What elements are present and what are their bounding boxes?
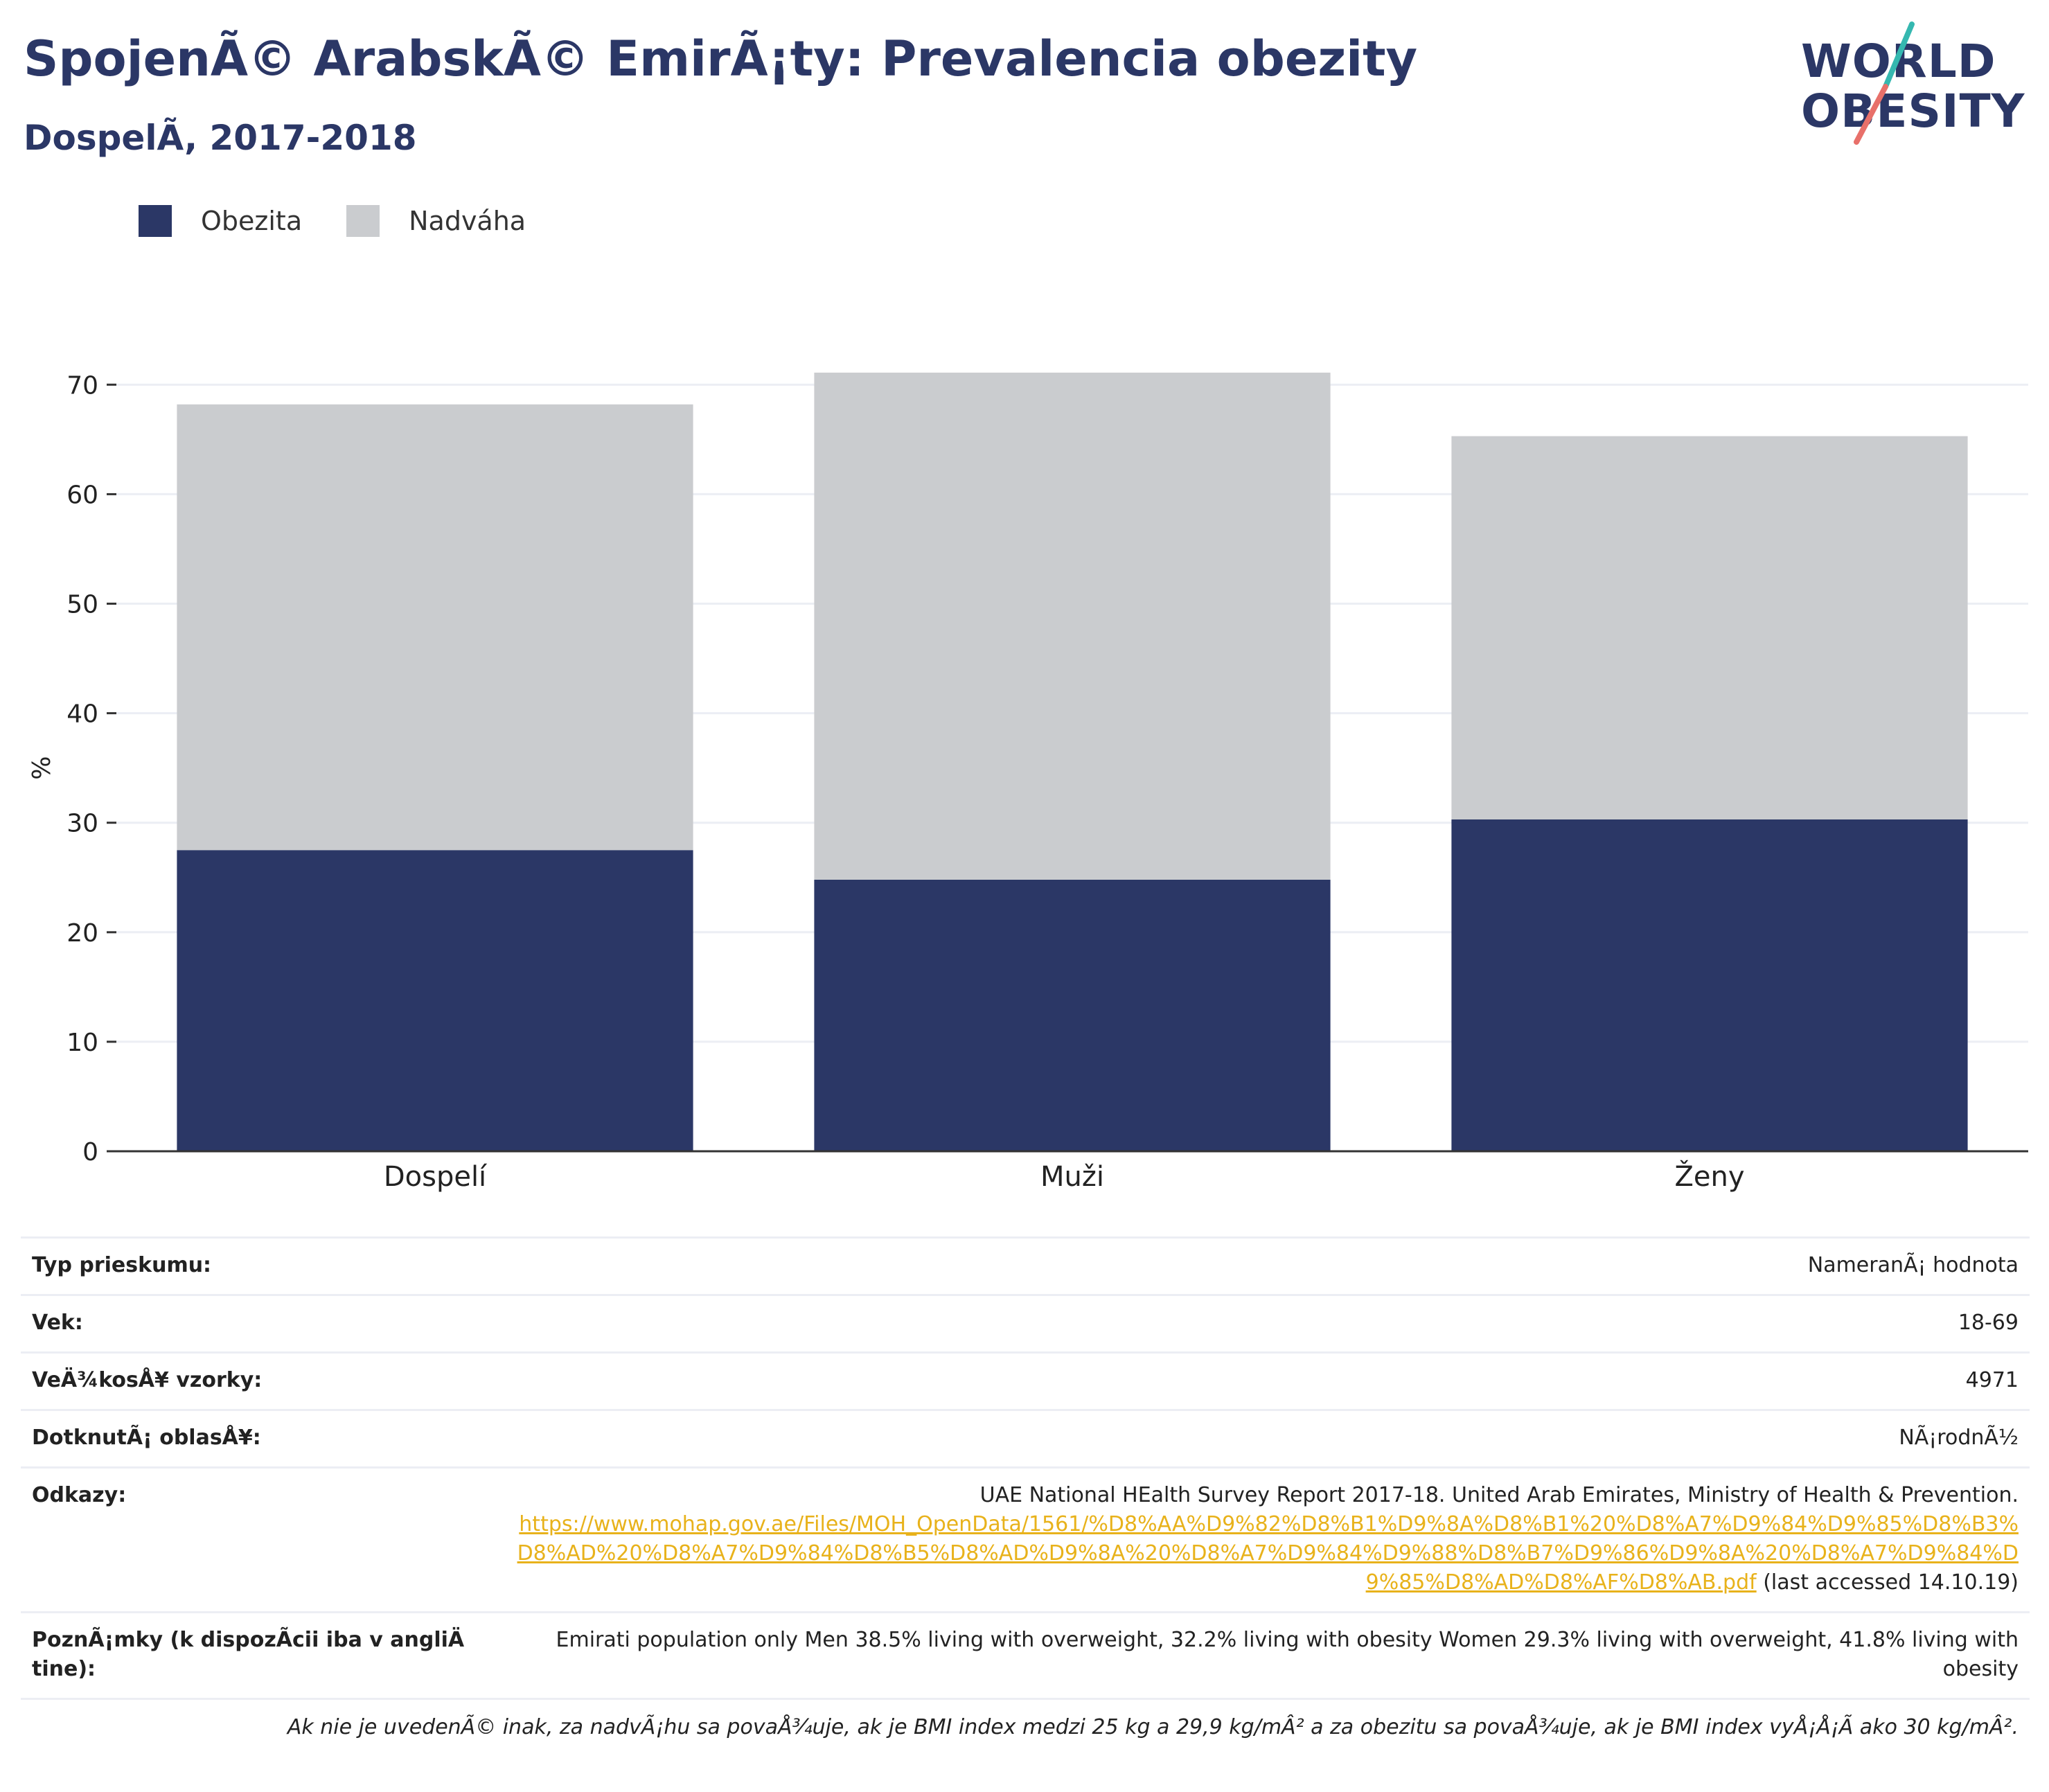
bar-obesity xyxy=(1451,819,1968,1151)
y-tick-label: 20 xyxy=(66,919,98,948)
info-key: VeÄ¾kosÅ¥ vzorky: xyxy=(21,1351,503,1410)
legend-label-obesity: Obezita xyxy=(201,206,303,236)
info-key: PoznÃ¡mky (k dispozÃcii iba v angliÄ tin… xyxy=(21,1611,503,1700)
info-value: 4971 xyxy=(503,1351,2030,1410)
info-key: Odkazy: xyxy=(21,1466,503,1613)
y-axis-label: % xyxy=(28,756,56,780)
y-tick-label: 10 xyxy=(66,1029,98,1057)
y-tick-label: 70 xyxy=(66,371,98,400)
info-key: Typ prieskumu: xyxy=(21,1236,503,1295)
bar-overweight xyxy=(177,404,693,851)
bar-overweight xyxy=(1451,436,1968,819)
survey-info-table: Typ prieskumu: NameranÃ¡ hodnota Vek: 18… xyxy=(21,1236,2030,1700)
bar-obesity xyxy=(814,879,1331,1151)
info-row-area: DotknutÃ¡ oblasÅ¥: NÃ¡rodnÃ½ xyxy=(21,1409,2030,1468)
bar-overweight xyxy=(814,372,1331,880)
info-value: Emirati population only Men 38.5% living… xyxy=(503,1611,2030,1700)
y-tick-label: 40 xyxy=(66,700,98,729)
info-row-age: Vek: 18-69 xyxy=(21,1294,2030,1353)
chart-title: SpojenÃ© ArabskÃ© EmirÃ¡ty: Prevalencia … xyxy=(24,30,1418,87)
info-row-notes: PoznÃ¡mky (k dispozÃcii iba v angliÄ tin… xyxy=(21,1611,2030,1700)
logo-slash-icon xyxy=(1854,21,1915,145)
logo-text-obesity: OBESITY xyxy=(1801,85,2025,138)
world-obesity-logo: WORLD OBESITY xyxy=(1801,21,2030,152)
bar-chart: 0 10 20 30 40 50 60 70% Dospelí Muži Ženy xyxy=(28,371,2028,1193)
info-value: NameranÃ¡ hodnota xyxy=(503,1236,2030,1295)
x-category-label: Muži xyxy=(1040,1161,1104,1193)
info-key: Vek: xyxy=(21,1294,503,1353)
info-row-references: Odkazy: UAE National HEalth Survey Repor… xyxy=(21,1466,2030,1613)
info-value: NÃ¡rodnÃ½ xyxy=(503,1409,2030,1468)
reference-link[interactable]: https://www.mohap.gov.ae/Files/MOH_OpenD… xyxy=(517,1512,2019,1595)
y-tick-label: 60 xyxy=(66,481,98,509)
x-category-label: Ženy xyxy=(1674,1160,1744,1193)
y-tick-label: 0 xyxy=(82,1138,98,1166)
reference-text: UAE National HEalth Survey Report 2017-1… xyxy=(979,1483,2019,1507)
footnote: Ak nie je uvedenÃ© inak, za nadvÃ¡hu sa … xyxy=(287,1715,2019,1739)
reference-suffix: (last accessed 14.10.19) xyxy=(1756,1570,2019,1595)
info-value-references: UAE National HEalth Survey Report 2017-1… xyxy=(503,1466,2030,1613)
legend-swatch-obesity xyxy=(139,205,172,237)
legend-item-overweight[interactable]: Nadváha xyxy=(346,205,526,237)
info-row-sample-size: VeÄ¾kosÅ¥ vzorky: 4971 xyxy=(21,1351,2030,1410)
legend-swatch-overweight xyxy=(346,205,380,237)
info-value: 18-69 xyxy=(503,1294,2030,1353)
legend: Obezita Nadváha xyxy=(139,205,570,237)
info-row-survey-type: Typ prieskumu: NameranÃ¡ hodnota xyxy=(21,1236,2030,1295)
y-tick-label: 30 xyxy=(66,810,98,838)
legend-label-overweight: Nadváha xyxy=(409,206,526,236)
y-tick-label: 50 xyxy=(66,591,98,619)
info-key: DotknutÃ¡ oblasÅ¥: xyxy=(21,1409,503,1468)
chart-subtitle: DospelÃ, 2017-2018 xyxy=(24,118,417,158)
legend-item-obesity[interactable]: Obezita xyxy=(139,205,302,237)
bar-obesity xyxy=(177,850,693,1151)
x-category-label: Dospelí xyxy=(384,1161,488,1193)
